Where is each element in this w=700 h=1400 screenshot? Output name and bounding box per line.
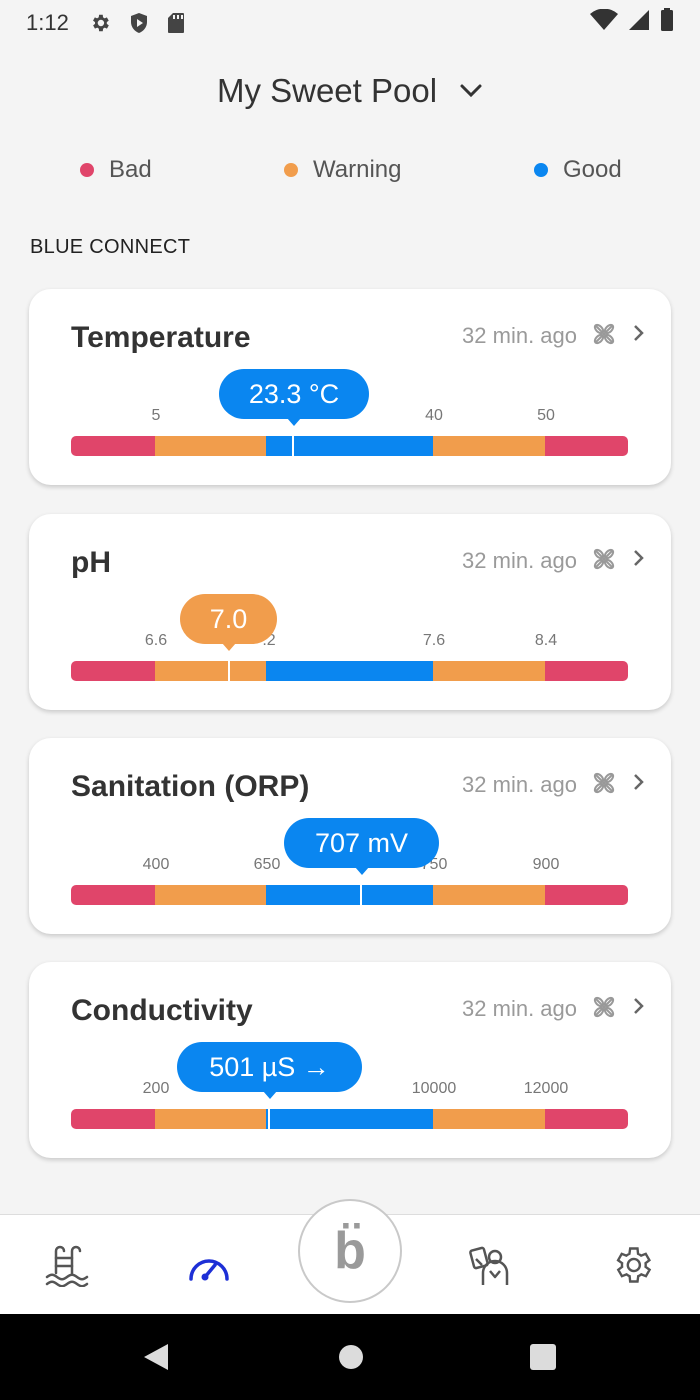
section-label: BLUE CONNECT xyxy=(30,236,191,258)
tick-label: 650 xyxy=(253,856,281,873)
tick-label: 7.6 xyxy=(422,632,446,649)
card-conductivity[interactable]: Conductivity 32 min. ago 200 10000 12000… xyxy=(29,962,671,1158)
pool-selector[interactable]: My Sweet Pool xyxy=(0,72,700,110)
legend-bad-label: Bad xyxy=(109,156,152,183)
good-dot-icon xyxy=(534,163,548,177)
value-marker xyxy=(292,434,294,458)
legend-good: Good xyxy=(534,156,622,184)
card-title: Sanitation (ORP) xyxy=(71,770,310,803)
tick-label: 8.4 xyxy=(534,632,558,649)
chevron-right-icon xyxy=(633,548,645,573)
value-bubble: 7.0 xyxy=(180,594,277,644)
warning-dot-icon xyxy=(284,163,298,177)
gear-icon xyxy=(89,12,111,34)
legend-warning-label: Warning xyxy=(313,156,402,183)
blue-logo-glyph: b̈ xyxy=(334,1222,366,1280)
card-title: pH xyxy=(71,546,111,579)
tick-label: 12000 xyxy=(523,1080,569,1097)
range-bar xyxy=(71,885,628,905)
chevron-right-icon xyxy=(633,772,645,797)
tick-label: 5 xyxy=(151,407,161,424)
card-title: Conductivity xyxy=(71,994,253,1027)
android-nav-bar xyxy=(0,1314,700,1400)
legend-bad: Bad xyxy=(80,156,152,184)
pool-icon[interactable] xyxy=(44,1243,90,1292)
value-bubble: 501 µS → xyxy=(177,1042,362,1092)
tick-label: 200 xyxy=(142,1080,170,1097)
chevron-down-icon xyxy=(459,83,483,99)
card-timestamp: 32 min. ago xyxy=(462,996,577,1021)
sensor-icon xyxy=(591,321,617,352)
bad-dot-icon xyxy=(80,163,94,177)
range-bar xyxy=(71,1109,628,1129)
card-timestamp: 32 min. ago xyxy=(462,323,577,348)
back-icon[interactable] xyxy=(142,1342,170,1377)
shield-icon xyxy=(129,12,149,34)
tick-label: 50 xyxy=(537,407,555,424)
status-bar: 1:12 xyxy=(0,0,700,46)
card-temperature[interactable]: Temperature 32 min. ago 5 40 50 23.3 °C xyxy=(29,289,671,485)
card-title: Temperature xyxy=(71,321,251,354)
tick-label: 6.6 xyxy=(144,632,168,649)
card-timestamp: 32 min. ago xyxy=(462,772,577,797)
tick-label: 400 xyxy=(142,856,170,873)
value-bubble: 23.3 °C xyxy=(219,369,369,419)
user-guide-icon[interactable] xyxy=(468,1243,516,1292)
tick-label: 900 xyxy=(532,856,560,873)
chevron-right-icon xyxy=(633,996,645,1021)
chevron-right-icon xyxy=(633,323,645,348)
status-legend: Bad Warning Good xyxy=(0,156,700,190)
sensor-icon xyxy=(591,994,617,1025)
value-marker xyxy=(228,659,230,683)
pool-name: My Sweet Pool xyxy=(216,72,438,109)
card-timestamp: 32 min. ago xyxy=(462,548,577,573)
sd-card-icon xyxy=(167,12,185,34)
tick-label: 40 xyxy=(425,407,443,424)
range-bar xyxy=(71,661,628,681)
card-sanitation-orp[interactable]: Sanitation (ORP) 32 min. ago 400 650 750… xyxy=(29,738,671,934)
value-bubble: 707 mV xyxy=(284,818,439,868)
wifi-icon xyxy=(590,8,618,37)
value-marker xyxy=(268,1107,270,1131)
settings-icon[interactable] xyxy=(610,1243,654,1292)
gauge-icon[interactable] xyxy=(186,1243,232,1292)
range-bar xyxy=(71,436,628,456)
sensor-icon xyxy=(591,770,617,801)
legend-warning: Warning xyxy=(284,156,401,184)
battery-icon xyxy=(660,8,674,38)
signal-icon xyxy=(628,9,650,37)
legend-good-label: Good xyxy=(563,156,622,183)
sensor-icon xyxy=(591,546,617,577)
home-icon[interactable] xyxy=(337,1342,365,1377)
value-marker xyxy=(360,883,362,907)
blue-logo-button[interactable]: b̈ xyxy=(298,1199,402,1303)
tick-label: 10000 xyxy=(411,1080,457,1097)
card-ph[interactable]: pH 32 min. ago 6.6 .2 7.6 8.4 7.0 xyxy=(29,514,671,710)
status-time: 1:12 xyxy=(26,10,69,35)
recents-icon[interactable] xyxy=(529,1342,557,1377)
